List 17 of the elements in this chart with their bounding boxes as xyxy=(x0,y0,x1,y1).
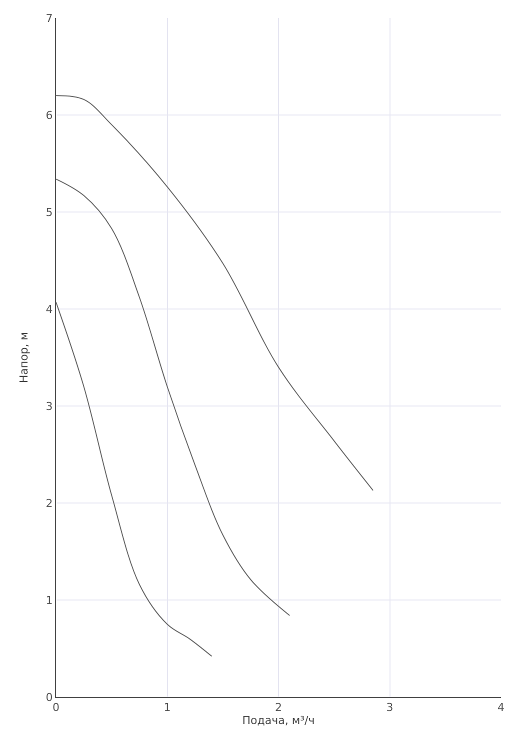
y-tick-label: 2 xyxy=(46,496,53,510)
x-tick-label: 1 xyxy=(164,701,171,714)
x-axis-title: Подача, м³/ч xyxy=(242,714,315,728)
line-series xyxy=(56,178,290,616)
y-tick-label: 7 xyxy=(46,12,53,25)
y-tick-label: 4 xyxy=(46,302,53,316)
line-series xyxy=(56,95,374,491)
line-series xyxy=(56,302,212,657)
x-tick-label: 4 xyxy=(498,701,504,714)
y-axis-title: Напор, м xyxy=(17,332,30,384)
y-tick-label: 3 xyxy=(46,400,53,413)
y-tick-label: 5 xyxy=(46,206,53,219)
y-tick-label: 0 xyxy=(46,690,53,704)
x-tick-label: 3 xyxy=(386,701,394,714)
y-tick-label: 6 xyxy=(46,108,53,122)
x-tick-label: 2 xyxy=(275,701,282,714)
y-tick-label: 1 xyxy=(46,594,53,607)
